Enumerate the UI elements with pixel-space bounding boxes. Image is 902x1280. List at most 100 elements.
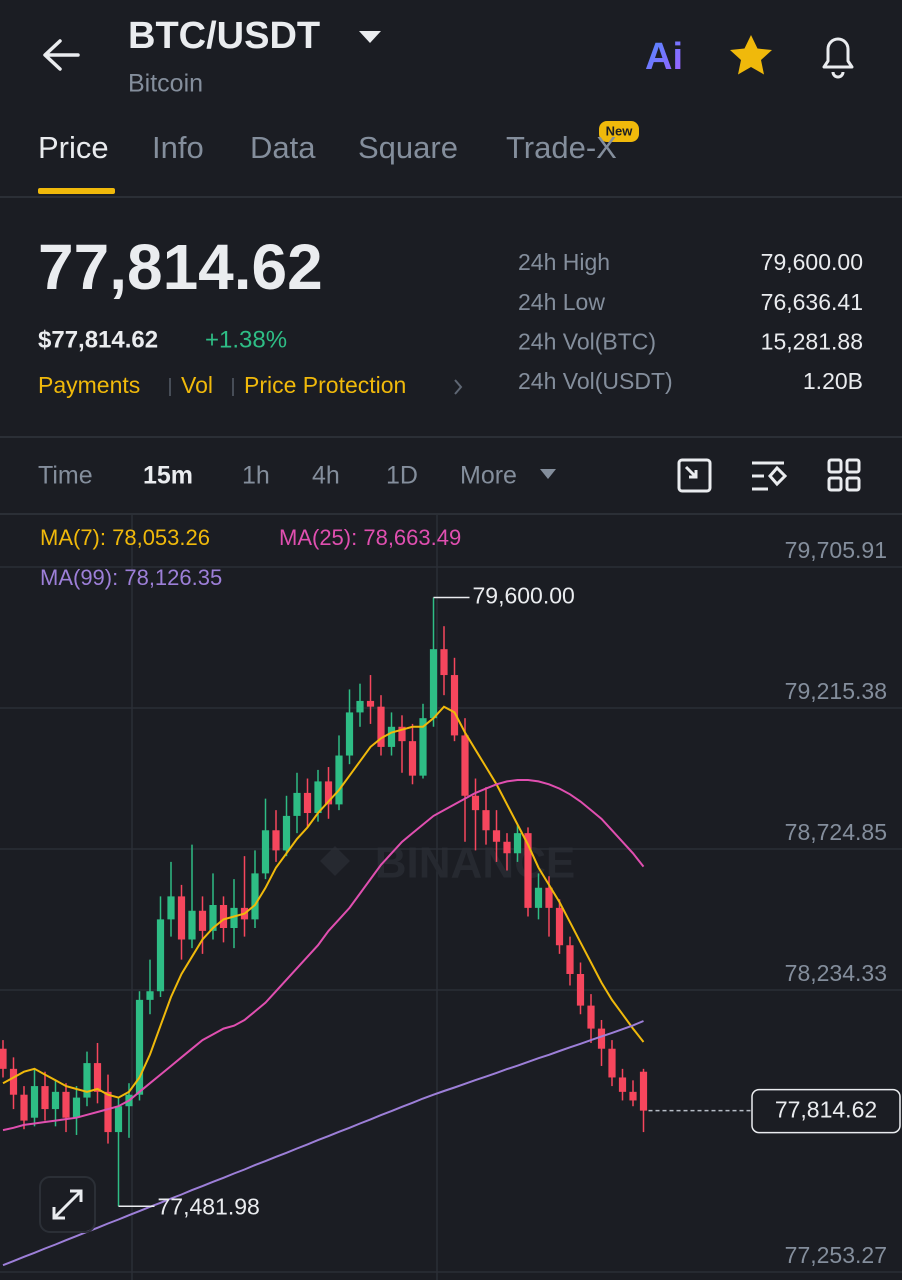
tool-layout bbox=[845, 476, 861, 492]
stat-value: 76,636.41 bbox=[761, 289, 863, 315]
more-dropdown[interactable] bbox=[540, 469, 556, 479]
pair-title[interactable]: BTC/USDT bbox=[128, 15, 320, 57]
candle-body bbox=[177, 896, 186, 940]
candle-body bbox=[576, 973, 585, 1006]
interval[interactable]: 15m bbox=[143, 462, 193, 490]
link-vol[interactable]: Vol bbox=[181, 372, 213, 398]
candle-body bbox=[41, 1086, 49, 1110]
candlestick-chart: BINANCE MA(7): 78,053.26 MA(25): 78,663.4… bbox=[0, 515, 902, 1280]
candle-body bbox=[156, 919, 165, 992]
expand-glyph bbox=[52, 1189, 83, 1220]
legend-entry: MA(25): 78,663.49 bbox=[279, 525, 461, 550]
interval[interactable]: 1h bbox=[242, 462, 270, 490]
candle-body bbox=[398, 726, 406, 742]
candle-body bbox=[618, 1077, 627, 1092]
interval[interactable]: 4h bbox=[312, 462, 340, 490]
candle-body bbox=[146, 991, 154, 1000]
ma-line bbox=[2, 705, 645, 1099]
stat-label: 24h High bbox=[518, 249, 610, 275]
back-button[interactable] bbox=[43, 39, 80, 71]
candle-body bbox=[597, 1028, 606, 1049]
watermark-logo bbox=[320, 846, 350, 876]
candle-body bbox=[555, 907, 564, 946]
candle-body bbox=[282, 815, 291, 851]
legend-entry: MA(7): 78,053.26 bbox=[40, 525, 210, 550]
link-price-protection[interactable]: Price Protection bbox=[244, 372, 406, 398]
candle-body bbox=[545, 887, 553, 908]
y-tick-label: 78,724.85 bbox=[785, 819, 887, 845]
legend-entry: MA(99): 78,126.35 bbox=[40, 565, 222, 590]
candle-body bbox=[440, 649, 448, 676]
tab[interactable]: Trade-X bbox=[506, 130, 617, 165]
ma-line bbox=[2, 1020, 644, 1267]
tool-layout bbox=[827, 476, 843, 492]
candle-body bbox=[356, 700, 364, 713]
candle-body bbox=[608, 1048, 616, 1078]
candle-body bbox=[492, 830, 501, 842]
ticker: 77,814.62 $77,814.62 +1.38% Payments Vol… bbox=[38, 231, 463, 398]
interval[interactable]: More bbox=[460, 462, 517, 490]
expand-button[interactable] bbox=[39, 1176, 96, 1233]
low-label: 77,481.98 bbox=[158, 1193, 260, 1219]
candle-body bbox=[629, 1091, 637, 1101]
candle-body bbox=[450, 675, 459, 736]
last-price-tag-text: 77,814.62 bbox=[775, 1097, 877, 1123]
interval: Time bbox=[38, 462, 93, 490]
candle-body bbox=[408, 741, 417, 776]
tool-layout[interactable] bbox=[827, 458, 843, 474]
candle-body bbox=[209, 905, 217, 931]
candle-body bbox=[513, 833, 522, 854]
candle-body bbox=[9, 1068, 18, 1095]
pair-dropdown[interactable] bbox=[359, 31, 381, 43]
candle-body bbox=[114, 1106, 123, 1133]
tab[interactable]: Data bbox=[250, 130, 316, 165]
candle-body bbox=[188, 910, 196, 940]
candle-body bbox=[566, 945, 574, 974]
price-change: +1.38% bbox=[205, 326, 287, 353]
header: BTC/USDT Bitcoin Ai bbox=[43, 15, 854, 98]
candle-body bbox=[272, 830, 280, 851]
candle-body bbox=[524, 833, 532, 908]
tool-fullscreen-glyph bbox=[684, 465, 698, 479]
link-payments[interactable]: Payments bbox=[38, 372, 140, 398]
tool-indicators-glyph bbox=[768, 465, 788, 487]
expand-button-frame[interactable] bbox=[39, 1176, 96, 1233]
candle-body bbox=[219, 905, 228, 928]
candle-body bbox=[83, 1063, 91, 1098]
candle-body bbox=[0, 1048, 7, 1069]
candle-body bbox=[62, 1091, 70, 1118]
chevron bbox=[454, 379, 463, 395]
candle-body bbox=[167, 896, 175, 920]
candle-body bbox=[135, 999, 144, 1095]
last-price-tag bbox=[751, 1088, 901, 1134]
stat-label: 24h Vol(USDT) bbox=[518, 368, 673, 394]
candle-body bbox=[534, 887, 543, 908]
stat-value: 79,600.00 bbox=[761, 249, 863, 275]
intervals: Time 15m 1h 4h 1D More bbox=[38, 458, 861, 493]
interval[interactable]: 1D bbox=[386, 462, 418, 490]
candle-body bbox=[261, 830, 270, 874]
tab[interactable]: Info bbox=[152, 130, 204, 165]
tool-indicators[interactable] bbox=[752, 461, 784, 491]
new-badge bbox=[599, 121, 639, 142]
ai-button[interactable]: Ai bbox=[645, 36, 683, 78]
candle-body bbox=[314, 781, 322, 814]
y-tick-label: 78,234.33 bbox=[785, 960, 887, 986]
candle-body bbox=[230, 907, 238, 928]
candle-body bbox=[587, 1005, 595, 1029]
y-tick-label: 77,253.27 bbox=[785, 1242, 887, 1268]
candle-body bbox=[51, 1091, 60, 1110]
alert-button[interactable] bbox=[822, 37, 854, 79]
candle-body bbox=[293, 792, 301, 816]
tool-fullscreen[interactable] bbox=[677, 458, 712, 493]
candle-body bbox=[72, 1097, 81, 1118]
candle-body bbox=[324, 781, 333, 805]
candle-body bbox=[377, 706, 385, 747]
stat-label: 24h Low bbox=[518, 289, 605, 315]
tab[interactable]: Price bbox=[38, 130, 109, 165]
favorite-button[interactable] bbox=[730, 35, 772, 75]
tab[interactable]: Square bbox=[358, 130, 458, 165]
